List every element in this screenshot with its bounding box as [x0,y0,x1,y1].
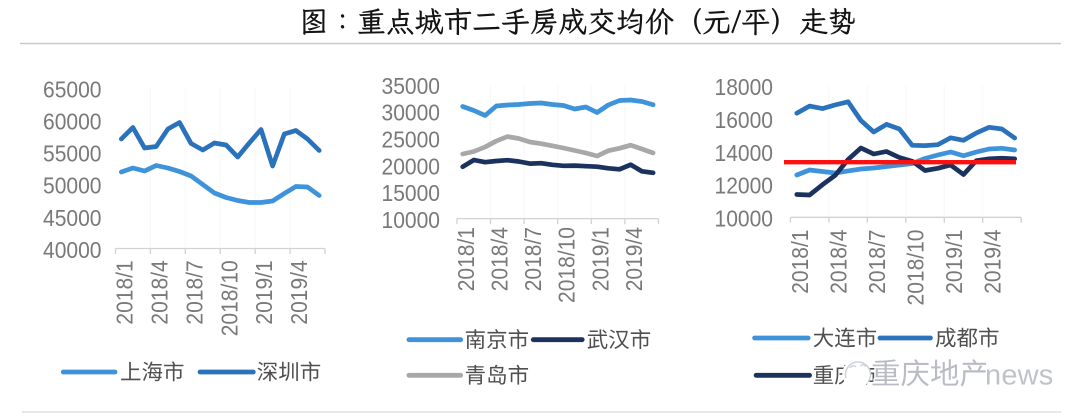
svg-text:2018/1: 2018/1 [453,227,479,291]
svg-text:2019/4: 2019/4 [979,229,1005,293]
svg-text:60000: 60000 [43,109,102,135]
svg-text:35000: 35000 [382,73,441,99]
svg-text:10000: 10000 [715,206,774,232]
svg-text:2019/4: 2019/4 [286,260,312,324]
svg-text:30000: 30000 [382,100,441,126]
svg-text:2018/1: 2018/1 [787,230,813,294]
svg-text:2018/1: 2018/1 [112,260,138,324]
svg-text:2018/10: 2018/10 [902,230,928,306]
svg-text:65000: 65000 [43,77,102,103]
svg-text:2019/1: 2019/1 [251,260,277,324]
svg-text:14000: 14000 [715,140,774,166]
svg-text:40000: 40000 [43,237,102,263]
svg-text:16000: 16000 [715,107,774,133]
svg-text:50000: 50000 [43,173,102,199]
svg-text:55000: 55000 [43,141,102,167]
svg-text:2018/7: 2018/7 [520,227,546,291]
svg-text:25000: 25000 [382,127,441,153]
svg-text:2018/4: 2018/4 [826,229,852,293]
svg-text:15000: 15000 [382,180,441,206]
svg-text:2019/1: 2019/1 [587,227,613,291]
svg-text:2018/7: 2018/7 [864,230,890,294]
svg-text:45000: 45000 [43,205,102,231]
svg-text:2018/4: 2018/4 [487,227,513,291]
svg-text:2018/4: 2018/4 [146,260,172,324]
svg-text:2019/4: 2019/4 [621,227,647,291]
svg-text:2018/10: 2018/10 [216,260,242,336]
svg-text:2018/10: 2018/10 [554,227,580,303]
svg-text:12000: 12000 [715,173,774,199]
svg-text:10000: 10000 [382,207,441,233]
svg-text:news: news [985,360,1054,392]
svg-text:2019/1: 2019/1 [941,230,967,294]
svg-text:2018/7: 2018/7 [181,260,207,324]
svg-text:20000: 20000 [382,153,441,179]
svg-text:18000: 18000 [715,74,774,100]
